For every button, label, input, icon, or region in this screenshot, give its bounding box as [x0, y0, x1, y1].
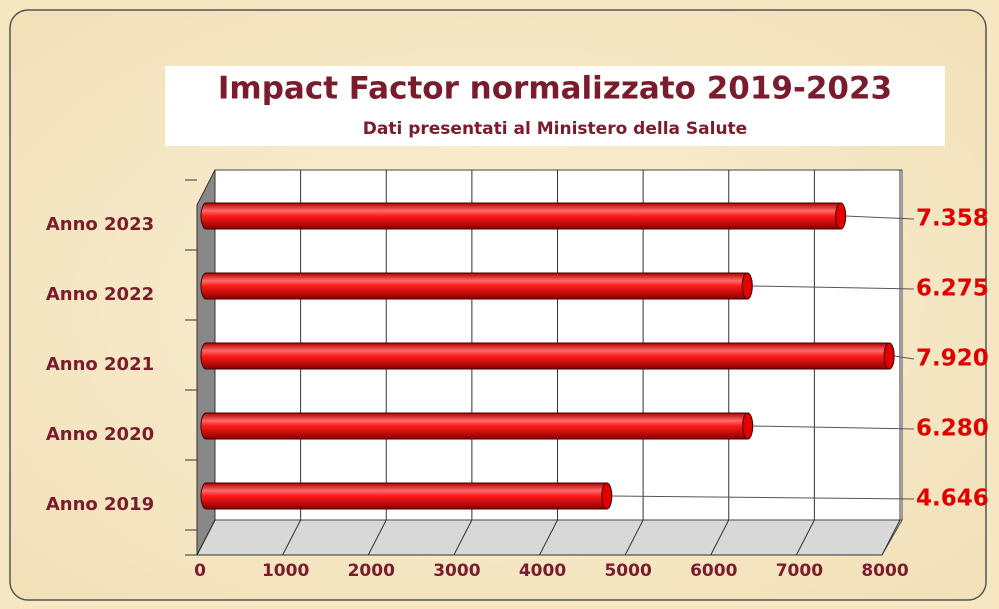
x-tick-label: 2000 — [348, 561, 395, 581]
leader-line — [611, 495, 915, 500]
grid-line — [196, 519, 216, 556]
bar-cap — [741, 272, 753, 300]
y-tick-label: Anno 2021 — [46, 354, 154, 375]
value-label: 6.280 — [916, 416, 989, 442]
x-tick-label: 5000 — [604, 561, 651, 581]
x-tick-label: 8000 — [861, 561, 908, 581]
grid-line — [282, 519, 302, 556]
x-tick-label: 7000 — [776, 561, 823, 581]
grid-line — [539, 519, 558, 556]
grid-line — [795, 519, 815, 556]
chart-subtitle: Dati presentati al Ministero della Salut… — [363, 119, 747, 139]
grid-line — [881, 519, 901, 556]
grid-line — [710, 519, 730, 556]
x-tick-label: 1000 — [262, 561, 309, 581]
leader-line — [845, 215, 915, 220]
title-box — [165, 66, 945, 146]
value-label: 7.920 — [916, 346, 989, 372]
value-label: 6.275 — [916, 276, 989, 302]
grid-line — [624, 519, 644, 556]
x-tick-label: 3000 — [433, 561, 480, 581]
leader-line — [894, 355, 915, 360]
value-label: 4.646 — [916, 486, 989, 512]
x-tick-label: 6000 — [690, 561, 737, 581]
y-tick-label: Anno 2019 — [46, 494, 154, 515]
grid-line — [453, 519, 473, 556]
floor — [196, 519, 903, 556]
chart-title: Impact Factor normalizzato 2019-2023 — [218, 71, 892, 107]
value-label: 7.358 — [916, 206, 989, 232]
leader-line — [752, 425, 915, 430]
bar-cap — [835, 202, 847, 230]
y-tick-label: Anno 2023 — [46, 214, 154, 235]
bar — [200, 342, 895, 370]
bar-cap — [601, 482, 613, 510]
bar-cap — [883, 342, 895, 370]
y-tick-label: Anno 2020 — [46, 424, 154, 445]
bar — [200, 202, 847, 230]
y-tick-label: Anno 2022 — [46, 284, 154, 305]
x-tick-label: 0 — [194, 561, 206, 581]
bar — [200, 482, 613, 510]
leader-line — [752, 285, 915, 290]
bar-cap — [742, 412, 754, 440]
x-tick-label: 4000 — [519, 561, 566, 581]
bar — [200, 272, 753, 300]
bar — [200, 412, 754, 440]
grid-line — [367, 519, 387, 556]
